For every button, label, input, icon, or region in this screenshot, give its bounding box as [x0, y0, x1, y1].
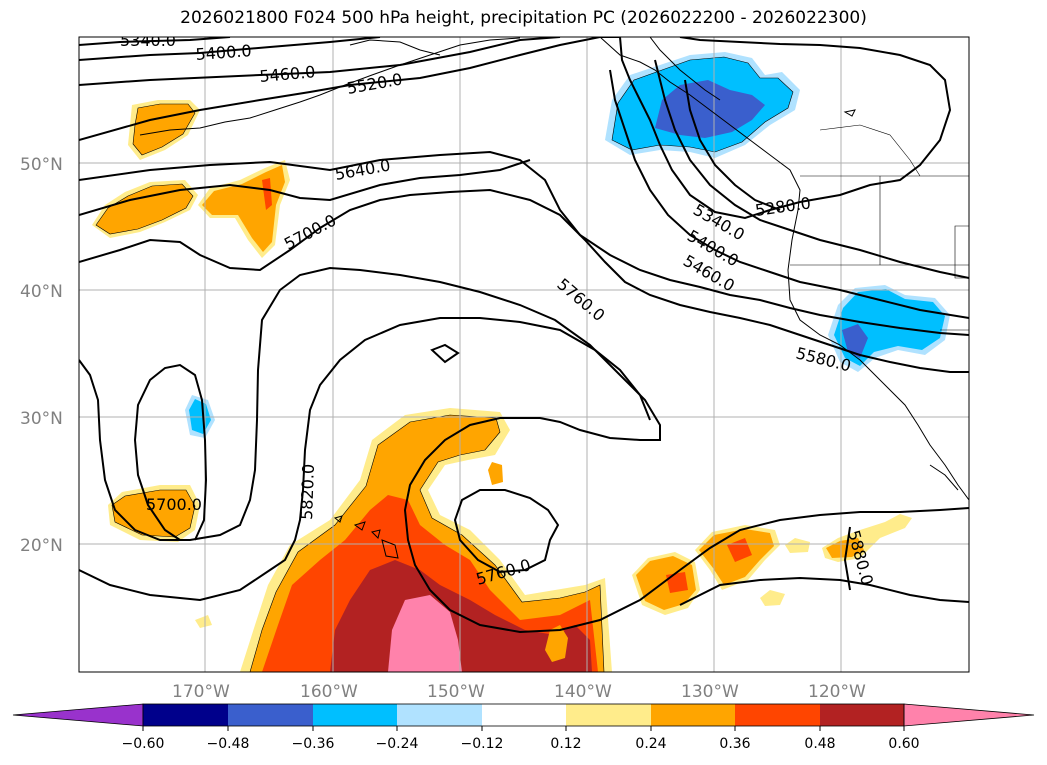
- lon-label-160w: 160°W: [300, 682, 358, 702]
- colorbar-bin: [143, 704, 228, 726]
- contour-label: 5340.0: [120, 31, 176, 50]
- contour-label: 5280.0: [754, 193, 812, 220]
- contour-label: 5400.0: [195, 41, 252, 64]
- contour-label: 5640.0: [333, 156, 391, 184]
- contour-label: 5700.0: [281, 210, 339, 253]
- plot-title: 2026021800 F024 500 hPa height, precipit…: [180, 8, 867, 28]
- lon-label-120w: 120°W: [808, 682, 866, 702]
- colorbar-tick-label: 0.36: [719, 736, 750, 752]
- colorbar-tick-label: −0.48: [207, 736, 250, 752]
- hawaii-islands: [333, 515, 399, 559]
- lat-label-30n: 30°N: [20, 409, 63, 429]
- colorbar-tick-label: −0.60: [122, 736, 165, 752]
- lat-label-50n: 50°N: [20, 155, 63, 175]
- precip-outlines: [95, 56, 794, 672]
- lon-label-150w: 150°W: [427, 682, 485, 702]
- colorbar-bin: [566, 704, 651, 726]
- colorbar-bin: [651, 704, 735, 726]
- lat-labels: 50°N 40°N 30°N 20°N: [20, 155, 63, 556]
- colorbar-tick-label: −0.36: [292, 736, 335, 752]
- borders: [790, 124, 969, 331]
- colorbar-bin: [228, 704, 313, 726]
- lat-label-40n: 40°N: [20, 282, 63, 302]
- colorbar-tick-label: −0.12: [461, 736, 504, 752]
- colorbar-bin: [820, 704, 904, 726]
- colorbar-bin: [397, 704, 482, 726]
- colorbar-extend-neg: [12, 703, 144, 727]
- colorbar-tick-label: 0.12: [550, 736, 581, 752]
- contour-label: 5760.0: [553, 275, 608, 326]
- colorbar-tick-label: 0.24: [635, 736, 666, 752]
- precip-positive-cells: [92, 100, 912, 628]
- contour-label: 5700.0: [146, 495, 202, 514]
- map-area: 5340.0 5400.0 5460.0 5520.0 5640.0 5700.…: [79, 31, 969, 672]
- colorbar-bin: [735, 704, 820, 726]
- lon-label-170w: 170°W: [172, 682, 230, 702]
- lat-label-20n: 20°N: [20, 536, 63, 556]
- contour-label: 5460.0: [259, 62, 316, 86]
- colorbar-tick-label: 0.60: [888, 736, 919, 752]
- contour-label: 5520.0: [345, 70, 403, 98]
- colorbar-tick-label: 0.48: [804, 736, 835, 752]
- colorbar-bin: [482, 704, 566, 726]
- map-frame: [78, 36, 970, 673]
- colorbar-tick-label: −0.24: [376, 736, 419, 752]
- lon-label-140w: 140°W: [554, 682, 612, 702]
- height-contours: [79, 37, 969, 634]
- colorbar-bin: [313, 704, 397, 726]
- colorbar-extend-pos: [903, 703, 1035, 727]
- coastlines: [139, 37, 969, 501]
- colorbar: −0.60 −0.48 −0.36 −0.24 −0.12 0.12 0.24 …: [12, 703, 1035, 752]
- lon-label-130w: 130°W: [681, 682, 739, 702]
- lon-labels: 170°W 160°W 150°W 140°W 130°W 120°W: [172, 682, 866, 702]
- contour-label: 5820.0: [297, 464, 318, 521]
